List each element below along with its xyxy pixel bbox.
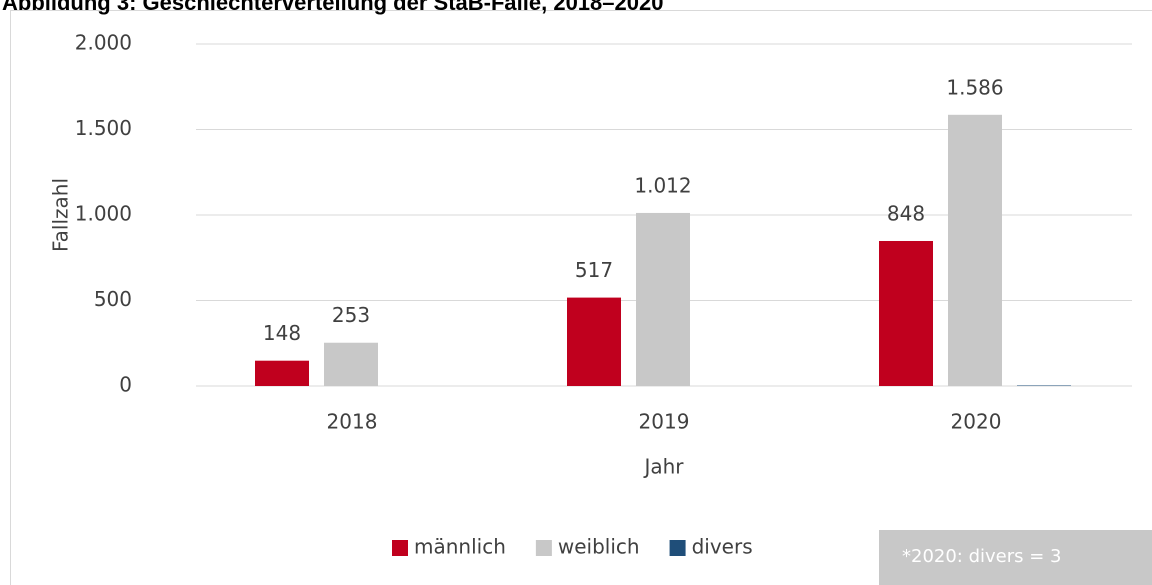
value-label: 517 xyxy=(575,258,613,282)
x-tick-label: 2018 xyxy=(327,410,378,434)
y-tick-label: 2.000 xyxy=(75,31,132,55)
legend-label: divers xyxy=(692,535,753,559)
chart-title: Abbildung 3: Geschlechterverteilung der … xyxy=(2,0,663,15)
bar xyxy=(255,360,309,386)
y-tick-label: 0 xyxy=(119,373,132,397)
value-label: 1.586 xyxy=(946,75,1003,99)
value-label: 848 xyxy=(887,201,925,225)
chart-border xyxy=(10,10,1152,585)
note: *2020: divers = 3 xyxy=(902,546,1062,567)
legend-label: männlich xyxy=(414,535,506,559)
legend-swatch xyxy=(392,540,408,556)
bar xyxy=(879,240,933,386)
y-axis-label: Fallzahl xyxy=(49,178,73,252)
value-label: 253 xyxy=(332,303,370,327)
x-tick-label: 2019 xyxy=(639,410,690,434)
y-tick-label: 500 xyxy=(94,287,132,311)
legend-label: weiblich xyxy=(558,535,640,559)
bar xyxy=(567,297,621,386)
note-box xyxy=(879,530,1152,585)
bar xyxy=(1017,385,1071,386)
value-label: 1.012 xyxy=(634,173,691,197)
bar xyxy=(324,342,378,386)
legend-swatch xyxy=(669,540,686,556)
y-tick-label: 1.500 xyxy=(75,116,132,140)
x-axis-label: Jahr xyxy=(642,455,684,479)
y-tick-label: 1.000 xyxy=(75,202,132,226)
x-tick-label: 2020 xyxy=(951,410,1002,434)
bar xyxy=(948,114,1002,386)
legend-swatch xyxy=(535,540,552,556)
bar xyxy=(636,212,690,386)
value-label: 148 xyxy=(263,321,301,345)
